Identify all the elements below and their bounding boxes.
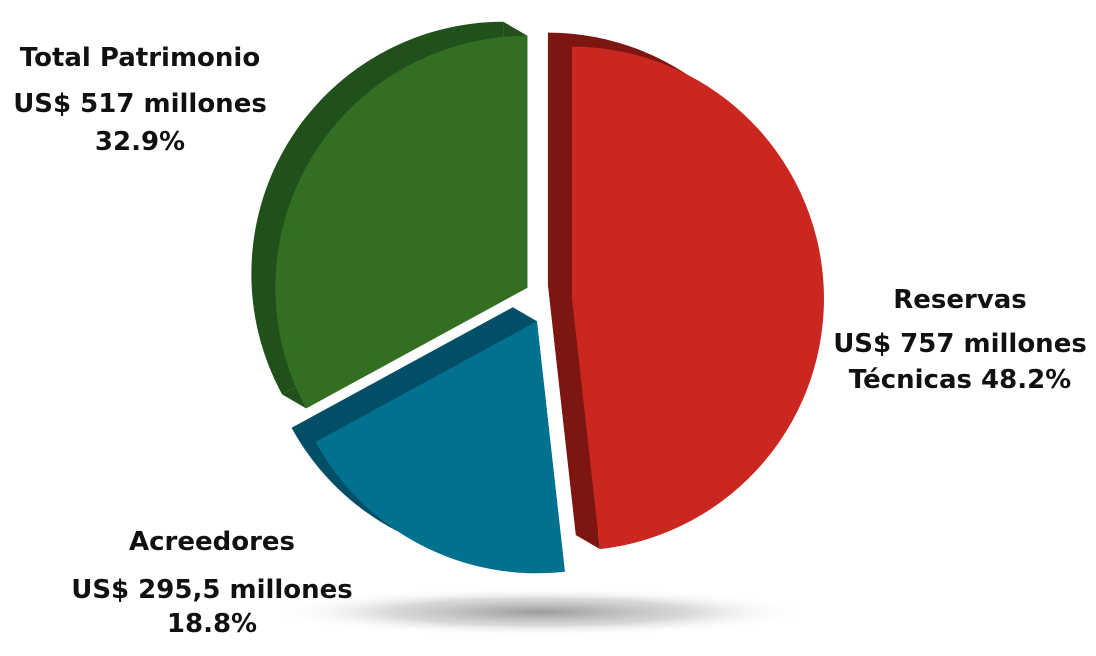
label-title: Total Patrimonio [19, 43, 261, 73]
slice-label-acreedores: Acreedores US$ 295,5 millones 18.8% [62, 526, 362, 640]
slice-label-total-patrimonio: Total Patrimonio US$ 517 millones 32.9% [0, 42, 280, 158]
chart-shadow [270, 588, 810, 636]
label-title: Acreedores [128, 527, 296, 557]
slice-face [275, 35, 528, 409]
label-percent: 18.8% [166, 609, 258, 639]
slice-acreedores [291, 307, 565, 574]
slice-label-reservas: Reservas US$ 757 millones Técnicas 48.2% [818, 284, 1096, 396]
slice-face [571, 46, 824, 550]
slice-reservas-t-cnicas [547, 32, 824, 550]
label-percent: 32.9% [94, 127, 186, 157]
label-amount: US$ 517 millones [13, 89, 267, 119]
slice-edge [547, 32, 600, 550]
label-percent: Técnicas 48.2% [848, 365, 1072, 395]
label-amount: US$ 757 millones [833, 329, 1087, 359]
label-title: Reservas [893, 285, 1027, 315]
slice-total-patrimonio [251, 21, 528, 409]
label-amount: US$ 295,5 millones [71, 575, 353, 605]
slice-face [315, 321, 565, 574]
